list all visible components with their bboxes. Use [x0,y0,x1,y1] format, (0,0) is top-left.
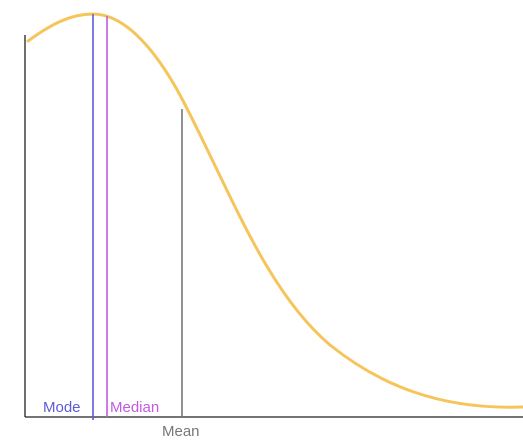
median-label: Median [110,399,159,416]
mode-label: Mode [43,399,81,416]
mean-label: Mean [162,423,200,440]
distribution-curve [26,12,523,409]
